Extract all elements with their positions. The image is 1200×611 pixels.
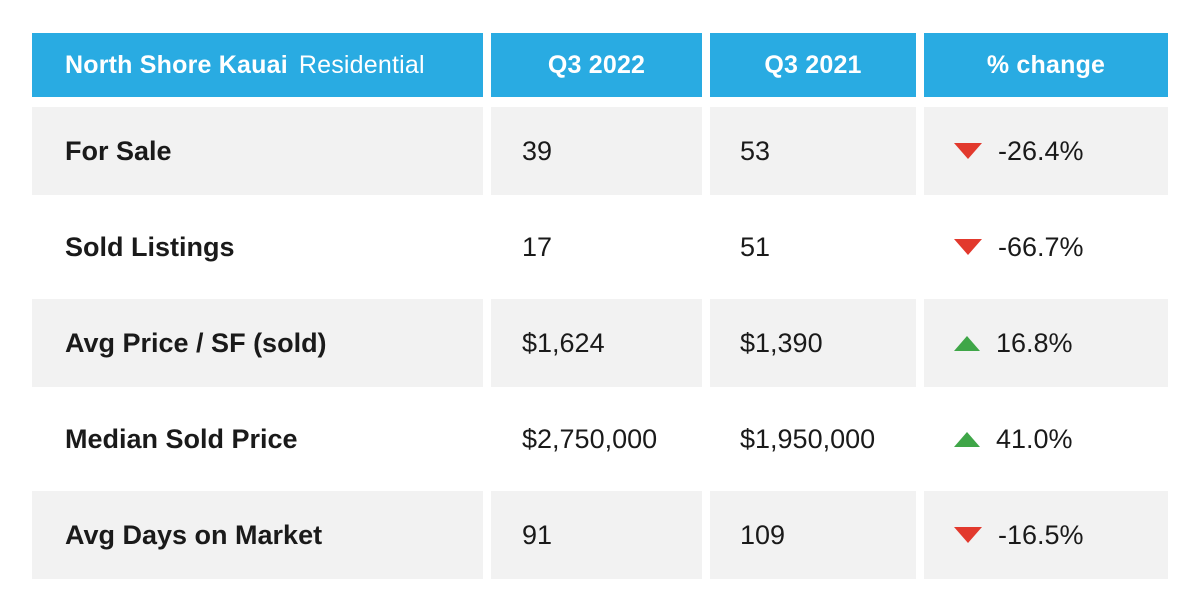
metric-cell: Avg Days on Market [32, 491, 483, 579]
q3-2021-value: 51 [740, 231, 771, 262]
trend-down-triangle-icon [954, 143, 982, 159]
header-cell-q3-2022: Q3 2022 [491, 33, 702, 97]
q3-2021-cell: $1,950,000 [710, 395, 916, 483]
trend-up-triangle-icon [954, 431, 980, 447]
q3-2021-value: $1,950,000 [740, 423, 876, 454]
q3-2022-value: $2,750,000 [522, 423, 658, 454]
pct-change-cell: -16.5% [924, 491, 1168, 579]
pct-change-value: -16.5% [998, 519, 1084, 550]
q3-2021-cell: $1,390 [710, 299, 916, 387]
q3-2022-cell: 39 [491, 107, 702, 195]
q3-2021-value: 53 [740, 135, 771, 166]
header-cell-q3-2021: Q3 2021 [710, 33, 916, 97]
table-row-sold-listings: Sold Listings 17 51 -66.7% [32, 203, 1168, 291]
metric-cell: Avg Price / SF (sold) [32, 299, 483, 387]
trend-down-triangle-icon [954, 239, 982, 255]
pct-change-cell: 41.0% [924, 395, 1168, 483]
property-type-label: Residential [298, 50, 425, 79]
region-name: North Shore Kauai [65, 50, 288, 79]
header-cell-region: North Shore Kauai Residential [32, 33, 483, 97]
metric-cell: Median Sold Price [32, 395, 483, 483]
metric-label: Avg Price / SF (sold) [65, 327, 327, 358]
q3-2022-cell: $1,624 [491, 299, 702, 387]
q3-2022-cell: $2,750,000 [491, 395, 702, 483]
table-row-avg-days-on-market: Avg Days on Market 91 109 -16.5% [32, 491, 1168, 579]
q3-2021-cell: 109 [710, 491, 916, 579]
q3-2021-cell: 51 [710, 203, 916, 291]
metric-label: Avg Days on Market [65, 519, 323, 550]
pct-change-value: 41.0% [996, 423, 1073, 454]
pct-change-cell: -66.7% [924, 203, 1168, 291]
metric-label: Median Sold Price [65, 423, 298, 454]
pct-change-cell: -26.4% [924, 107, 1168, 195]
pct-change-value: -26.4% [998, 135, 1084, 166]
q3-2022-value: 39 [522, 135, 553, 166]
q3-2022-value: 91 [522, 519, 553, 550]
metric-cell: For Sale [32, 107, 483, 195]
metric-label: Sold Listings [65, 231, 235, 262]
q3-2021-cell: 53 [710, 107, 916, 195]
q3-2021-value: 109 [740, 519, 786, 550]
table-row-for-sale: For Sale 39 53 -26.4% [32, 107, 1168, 195]
pct-change-value: -66.7% [998, 231, 1084, 262]
q3-2022-value: $1,624 [522, 327, 605, 358]
header-cell-pct-change: % change [924, 33, 1168, 97]
metric-label: For Sale [65, 135, 172, 166]
q3-2022-cell: 91 [491, 491, 702, 579]
pct-change-value: 16.8% [996, 327, 1073, 358]
table-row-median-sold-price: Median Sold Price $2,750,000 $1,950,000 … [32, 395, 1168, 483]
q3-2022-cell: 17 [491, 203, 702, 291]
trend-down-triangle-icon [954, 527, 982, 543]
table-row-avg-price-sf: Avg Price / SF (sold) $1,624 $1,390 16.8… [32, 299, 1168, 387]
q3-2021-value: $1,390 [740, 327, 823, 358]
table-header-row: North Shore Kauai Residential Q3 2022 Q3… [32, 33, 1168, 97]
trend-up-triangle-icon [954, 335, 980, 351]
metric-cell: Sold Listings [32, 203, 483, 291]
pct-change-cell: 16.8% [924, 299, 1168, 387]
table-grid: North Shore Kauai Residential Q3 2022 Q3… [32, 33, 1168, 587]
q3-2022-value: 17 [522, 231, 553, 262]
